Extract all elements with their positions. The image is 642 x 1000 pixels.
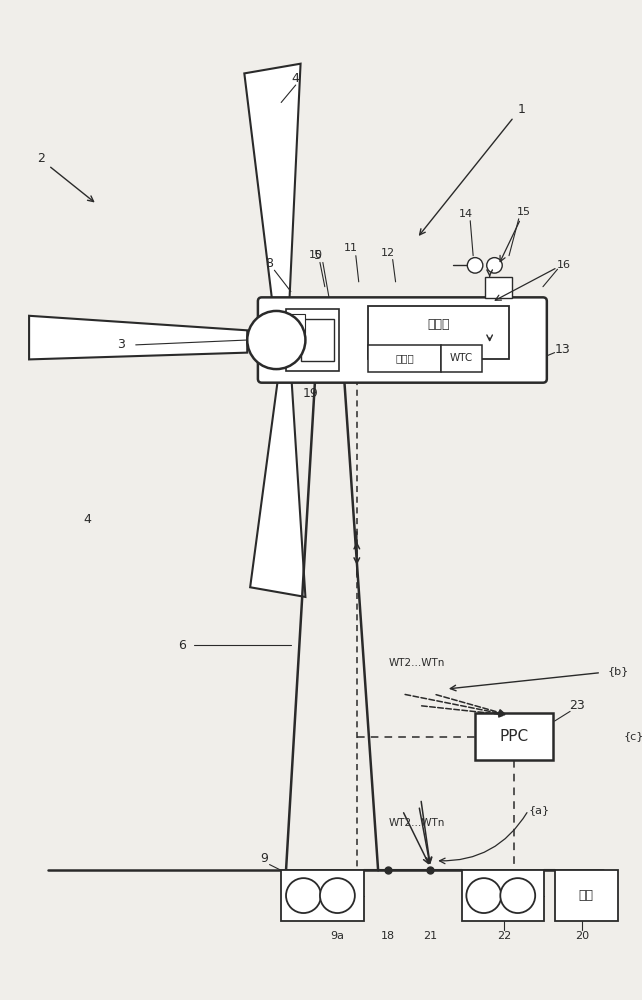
Text: 4: 4 [291,72,300,85]
Text: 电网: 电网 [578,889,594,902]
Text: {b}: {b} [608,666,629,676]
Text: WT2...WTn: WT2...WTn [388,818,445,828]
Text: 1: 1 [517,103,526,116]
Text: 9: 9 [260,852,268,865]
Text: 9a: 9a [331,931,344,941]
Text: WT2...WTn: WT2...WTn [388,658,445,668]
Bar [555,870,618,921]
Bar [369,345,441,372]
Text: 14: 14 [458,209,473,219]
Text: 10: 10 [309,250,323,260]
Polygon shape [245,64,300,311]
Bar [281,870,363,921]
Bar [369,306,509,359]
Bar [462,870,544,921]
Bar [475,713,553,760]
Text: {c}: {c} [623,732,642,742]
Text: 21: 21 [424,931,438,941]
Polygon shape [250,369,306,597]
Text: 23: 23 [569,699,585,712]
Circle shape [466,878,501,913]
Text: 5: 5 [314,249,322,262]
Text: 15: 15 [517,207,530,217]
Text: 13: 13 [555,343,570,356]
Bar [286,309,340,371]
Text: 4: 4 [83,513,91,526]
Text: 转换器: 转换器 [395,353,414,363]
Text: {a}: {a} [528,805,550,815]
Text: 20: 20 [575,931,589,941]
Bar [441,345,482,372]
Text: 16: 16 [557,260,571,270]
Text: 11: 11 [344,243,358,253]
Circle shape [286,878,321,913]
Text: 8: 8 [266,257,273,270]
Bar [288,314,306,333]
Text: 2: 2 [37,152,45,165]
Circle shape [320,878,355,913]
Polygon shape [29,316,247,359]
Text: 12: 12 [381,248,395,258]
FancyBboxPatch shape [258,297,547,383]
Circle shape [247,311,306,369]
Bar [300,319,334,361]
Text: 发电机: 发电机 [428,318,450,331]
Circle shape [500,878,535,913]
Text: 3: 3 [117,338,125,351]
Text: 18: 18 [381,931,395,941]
Text: 6: 6 [178,639,186,652]
Text: 22: 22 [497,931,511,941]
Circle shape [487,258,502,273]
Text: 19: 19 [302,387,318,400]
Circle shape [467,258,483,273]
Bar [485,277,512,298]
Text: PPC: PPC [499,729,528,744]
Text: WTC: WTC [450,353,473,363]
